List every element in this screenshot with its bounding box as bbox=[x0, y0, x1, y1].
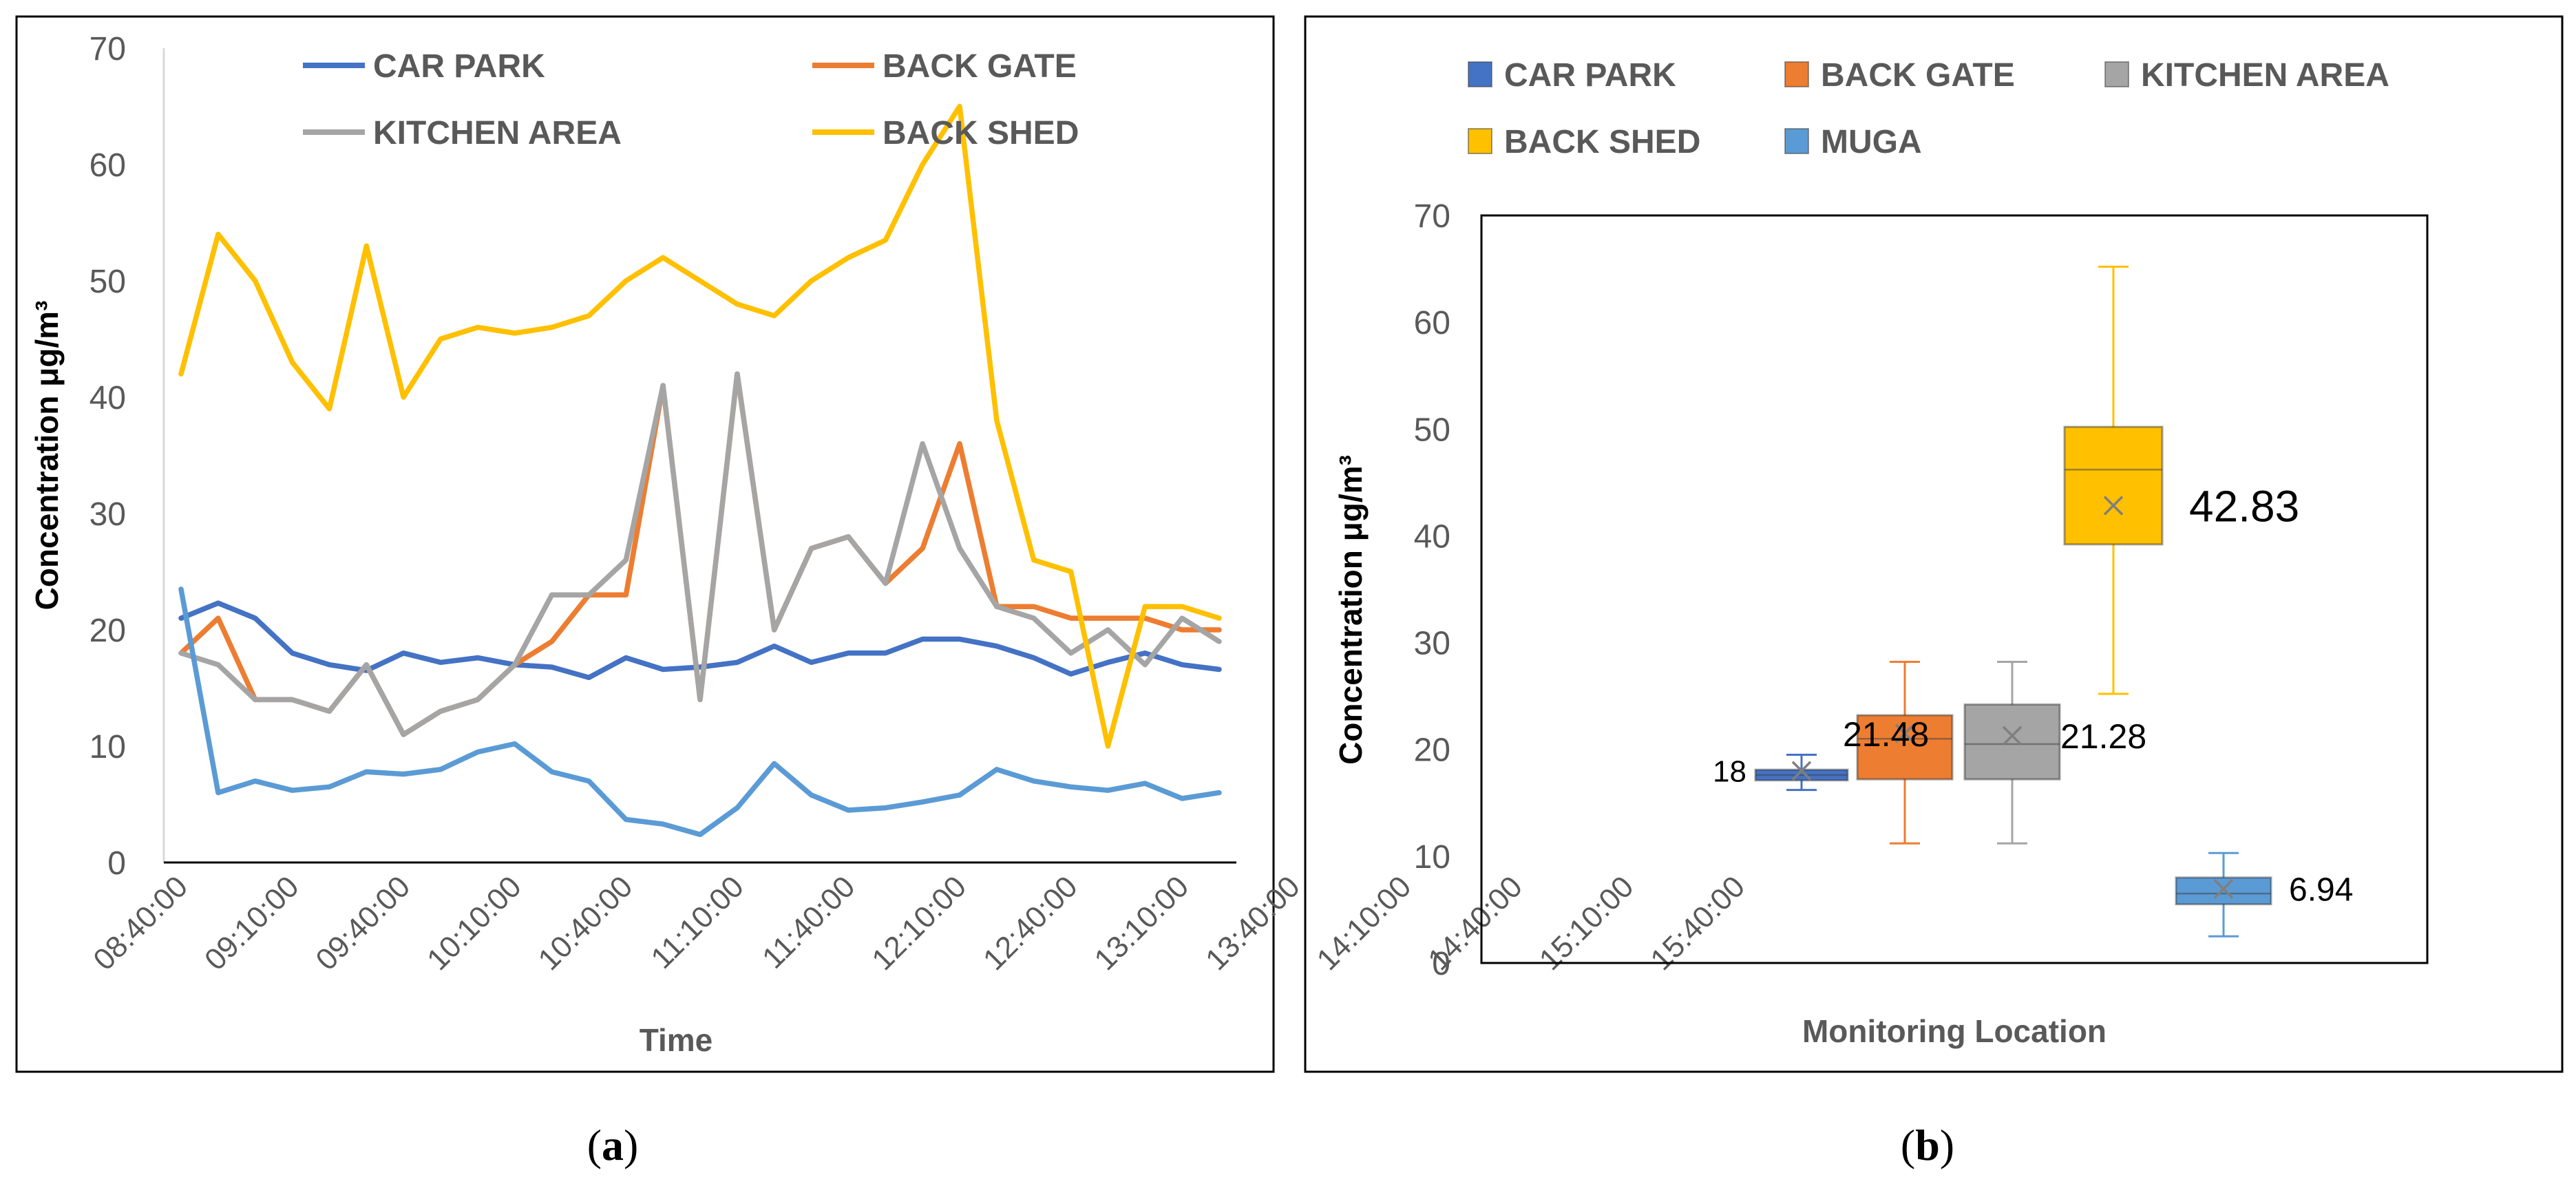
box-car-park: 18 bbox=[1713, 753, 1849, 792]
y-tick-label-b: 20 bbox=[1414, 732, 1450, 769]
y-tick-label-a: 0 bbox=[107, 845, 126, 882]
mean-label-back-gate: 21.48 bbox=[1843, 715, 1929, 754]
legend-label-b: BACK GATE bbox=[1821, 57, 2015, 94]
y-axis-title-a: Concentration μg/m³ bbox=[29, 301, 65, 611]
mean-marker bbox=[2103, 496, 2124, 516]
y-tick-label-b: 70 bbox=[1414, 198, 1450, 235]
mean-label-kitchen-area: 21.28 bbox=[2060, 717, 2146, 756]
legend-swatch-b bbox=[1784, 128, 1809, 154]
legend-label-b: BACK SHED bbox=[1504, 124, 1700, 160]
box-muga: 6.94 bbox=[2175, 851, 2353, 938]
legend-label-a: BACK GATE bbox=[883, 48, 1077, 85]
caption-b-letter: b bbox=[1915, 1121, 1940, 1169]
mean-label-back-shed: 42.83 bbox=[2189, 482, 2299, 531]
y-tick-label-a: 40 bbox=[89, 380, 126, 416]
legend-swatch-b bbox=[1468, 128, 1492, 154]
plot-area-b bbox=[1480, 214, 2429, 964]
y-tick-label-b: 60 bbox=[1414, 305, 1450, 341]
caption-a-letter: a bbox=[602, 1121, 624, 1169]
box-iqr bbox=[1856, 714, 1954, 781]
y-tick-label-b: 50 bbox=[1414, 412, 1450, 448]
x-axis-title-a: Time bbox=[640, 1022, 713, 1058]
legend-label-a: BACK SHED bbox=[883, 115, 1079, 151]
caption-a: (a) bbox=[587, 1121, 639, 1169]
series-line-muga bbox=[178, 586, 1222, 838]
y-tick-label-a: 60 bbox=[89, 147, 126, 184]
legend-swatch-b bbox=[2104, 61, 2129, 87]
box-iqr bbox=[2175, 876, 2272, 906]
panel-a-frame bbox=[15, 15, 1275, 1073]
y-axis-title-b: Concentration μg/m³ bbox=[1333, 455, 1369, 765]
legend-swatch-b bbox=[1468, 61, 1492, 87]
series-line-back-shed bbox=[178, 103, 1222, 749]
mean-marker bbox=[2002, 726, 2023, 746]
y-tick-label-a: 30 bbox=[89, 496, 126, 533]
y-tick-label-a: 10 bbox=[89, 729, 126, 765]
legend-label-b: KITCHEN AREA bbox=[2141, 57, 2389, 94]
y-tick-label-a: 20 bbox=[89, 613, 126, 649]
mean-label-muga: 6.94 bbox=[2289, 872, 2353, 909]
series-line-car-park bbox=[178, 600, 1222, 681]
y-tick-label-b: 30 bbox=[1414, 626, 1450, 662]
box-iqr bbox=[1963, 703, 2061, 781]
mean-marker bbox=[2213, 879, 2234, 899]
y-tick-label-a: 70 bbox=[89, 31, 126, 67]
mean-marker bbox=[1894, 723, 1915, 743]
legend-label-a: CAR PARK bbox=[373, 48, 545, 85]
legend-label-b: CAR PARK bbox=[1504, 57, 1676, 94]
box-iqr bbox=[2063, 425, 2164, 546]
legend-swatch-b bbox=[1784, 61, 1809, 87]
box-kitchen-area: 21.28 bbox=[1963, 660, 2146, 845]
legend-label-a: KITCHEN AREA bbox=[373, 115, 622, 151]
panel-b-frame bbox=[1304, 15, 2564, 1073]
y-tick-label-a: 50 bbox=[89, 264, 126, 300]
series-line-kitchen-area bbox=[178, 371, 1222, 737]
box-back-shed: 42.83 bbox=[2063, 265, 2299, 695]
x-axis-title-b: Monitoring Location bbox=[1802, 1013, 2107, 1049]
box-chart-b: 0 10 20 30 40 50 60 70 Monitoring Location Concen… bbox=[1333, 57, 2429, 1049]
caption-b: (b) bbox=[1901, 1121, 1954, 1169]
box-back-gate: 21.48 bbox=[1843, 660, 1954, 845]
y-tick-label-b: 0 bbox=[1432, 946, 1450, 982]
legend-label-b: MUGA bbox=[1821, 124, 1922, 160]
y-tick-label-b: 40 bbox=[1414, 518, 1450, 555]
mean-label-car-park: 18 bbox=[1713, 755, 1746, 789]
y-tick-label-b: 10 bbox=[1414, 839, 1450, 876]
mean-marker bbox=[1791, 761, 1812, 781]
